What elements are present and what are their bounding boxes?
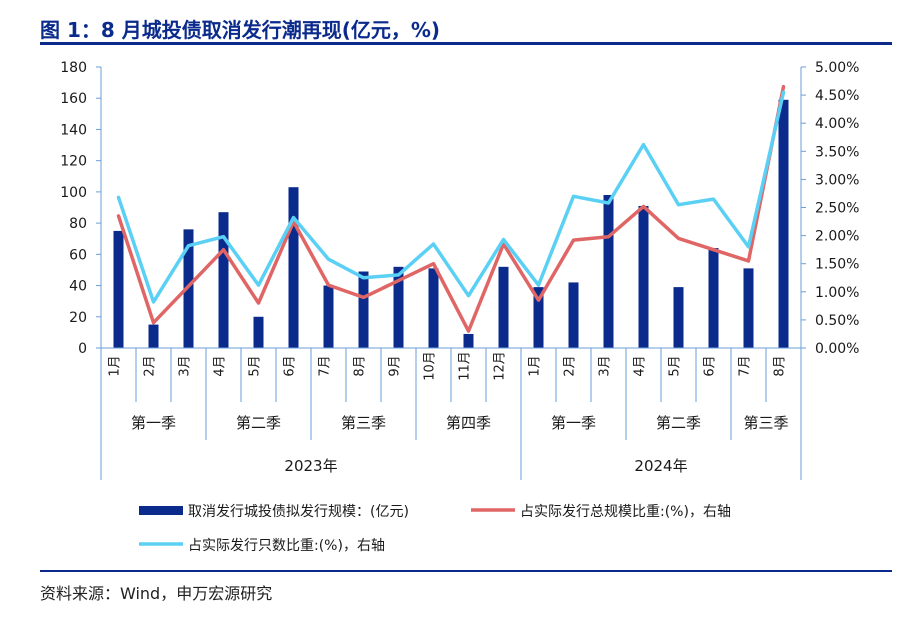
left-axis-tick-label: 180: [60, 60, 87, 76]
category-tick-label: 4月: [633, 355, 648, 376]
legend-label: 占实际发行只数比重:(%)，右轴: [188, 538, 385, 554]
series-line: [116, 84, 786, 333]
category-tick-label: 2月: [563, 355, 578, 376]
right-axis-tick-label: 1.50%: [815, 257, 859, 273]
quarter-label: 第四季: [446, 414, 491, 432]
bar: [673, 287, 684, 348]
category-tick-label: 3月: [178, 355, 193, 376]
category-tick-label: 11月: [458, 351, 473, 381]
category-tick-label: 7月: [738, 355, 753, 376]
bar: [148, 324, 159, 348]
quarter-label: 第三季: [743, 414, 788, 432]
category-tick-label: 6月: [703, 355, 718, 376]
left-axis-tick-label: 40: [69, 279, 87, 295]
left-axis-tick-label: 80: [69, 216, 87, 232]
bar: [428, 268, 439, 348]
quarter-label: 第三季: [341, 414, 386, 432]
category-tick-label: 8月: [773, 355, 788, 376]
right-axis-tick-label: 0.00%: [815, 341, 859, 357]
bar: [638, 205, 649, 348]
right-axis-tick-label: 5.00%: [815, 60, 859, 76]
legend-label: 占实际发行总规模比重:(%)，右轴: [520, 504, 731, 520]
top-cutoff-text: [0, 0, 922, 8]
category-tick-label: 9月: [388, 355, 403, 376]
quarter-label: 第一季: [131, 414, 176, 432]
right-axis-tick-label: 3.50%: [815, 144, 859, 160]
category-tick-label: 1月: [108, 355, 123, 376]
left-axis-tick-label: 120: [60, 154, 87, 170]
left-axis-tick-label: 100: [60, 185, 87, 201]
year-label: 2024年: [634, 457, 687, 475]
left-axis-tick-label: 140: [60, 122, 87, 138]
quarter-label: 第二季: [656, 414, 701, 432]
right-axis-tick-label: 2.00%: [815, 229, 859, 245]
source-note: 资料来源：Wind，申万宏源研究: [40, 584, 273, 603]
left-axis-tick-label: 160: [60, 91, 87, 107]
bar: [463, 333, 474, 348]
bar: [498, 266, 509, 348]
bar: [393, 266, 404, 348]
right-axis-tick-label: 4.50%: [815, 88, 859, 104]
category-tick-label: 12月: [493, 351, 508, 381]
series-line: [116, 90, 786, 304]
quarter-label: 第一季: [551, 414, 596, 432]
category-tick-label: 5月: [248, 355, 263, 376]
figure-title: 图 1：8 月城投债取消发行潮再现(亿元，%): [40, 18, 441, 42]
bar: [568, 282, 579, 348]
left-axis-tick-label: 0: [78, 341, 87, 357]
bar: [743, 268, 754, 348]
category-tick-label: 5月: [668, 355, 683, 376]
bar: [218, 212, 229, 348]
quarter-label: 第二季: [236, 414, 281, 432]
category-tick-label: 7月: [318, 355, 333, 376]
year-label: 2023年: [284, 457, 337, 475]
right-axis-tick-label: 1.00%: [815, 285, 859, 301]
category-tick-label: 1月: [528, 355, 543, 376]
left-axis-tick-label: 20: [69, 310, 87, 326]
bar: [708, 248, 719, 348]
bar: [113, 230, 124, 348]
bar: [778, 99, 789, 349]
category-tick-label: 10月: [423, 351, 438, 381]
bar: [253, 316, 264, 348]
right-axis-tick-label: 4.00%: [815, 116, 859, 132]
title-rule: [40, 42, 892, 45]
bar: [603, 195, 614, 348]
category-tick-label: 4月: [213, 355, 228, 376]
right-axis-tick-label: 3.00%: [815, 172, 859, 188]
legend-swatch-bar: [139, 506, 183, 515]
category-tick-label: 3月: [598, 355, 613, 376]
bar: [288, 187, 299, 348]
right-axis-tick-label: 2.50%: [815, 201, 859, 217]
bar: [533, 287, 544, 348]
left-axis-tick-label: 60: [69, 247, 87, 263]
category-tick-label: 6月: [283, 355, 298, 376]
bar: [358, 271, 369, 348]
bar: [323, 285, 334, 348]
chart: 0 20 40 60 80 100 120 140 160 180 0.00% 0.50% 1.00% 1…: [60, 60, 859, 554]
right-axis-tick-label: 0.50%: [815, 313, 859, 329]
bottom-rule: [40, 570, 892, 572]
legend-label: 取消发行城投债拟发行规模：(亿元): [188, 504, 409, 520]
category-tick-label: 8月: [353, 355, 368, 376]
category-tick-label: 2月: [143, 355, 158, 376]
